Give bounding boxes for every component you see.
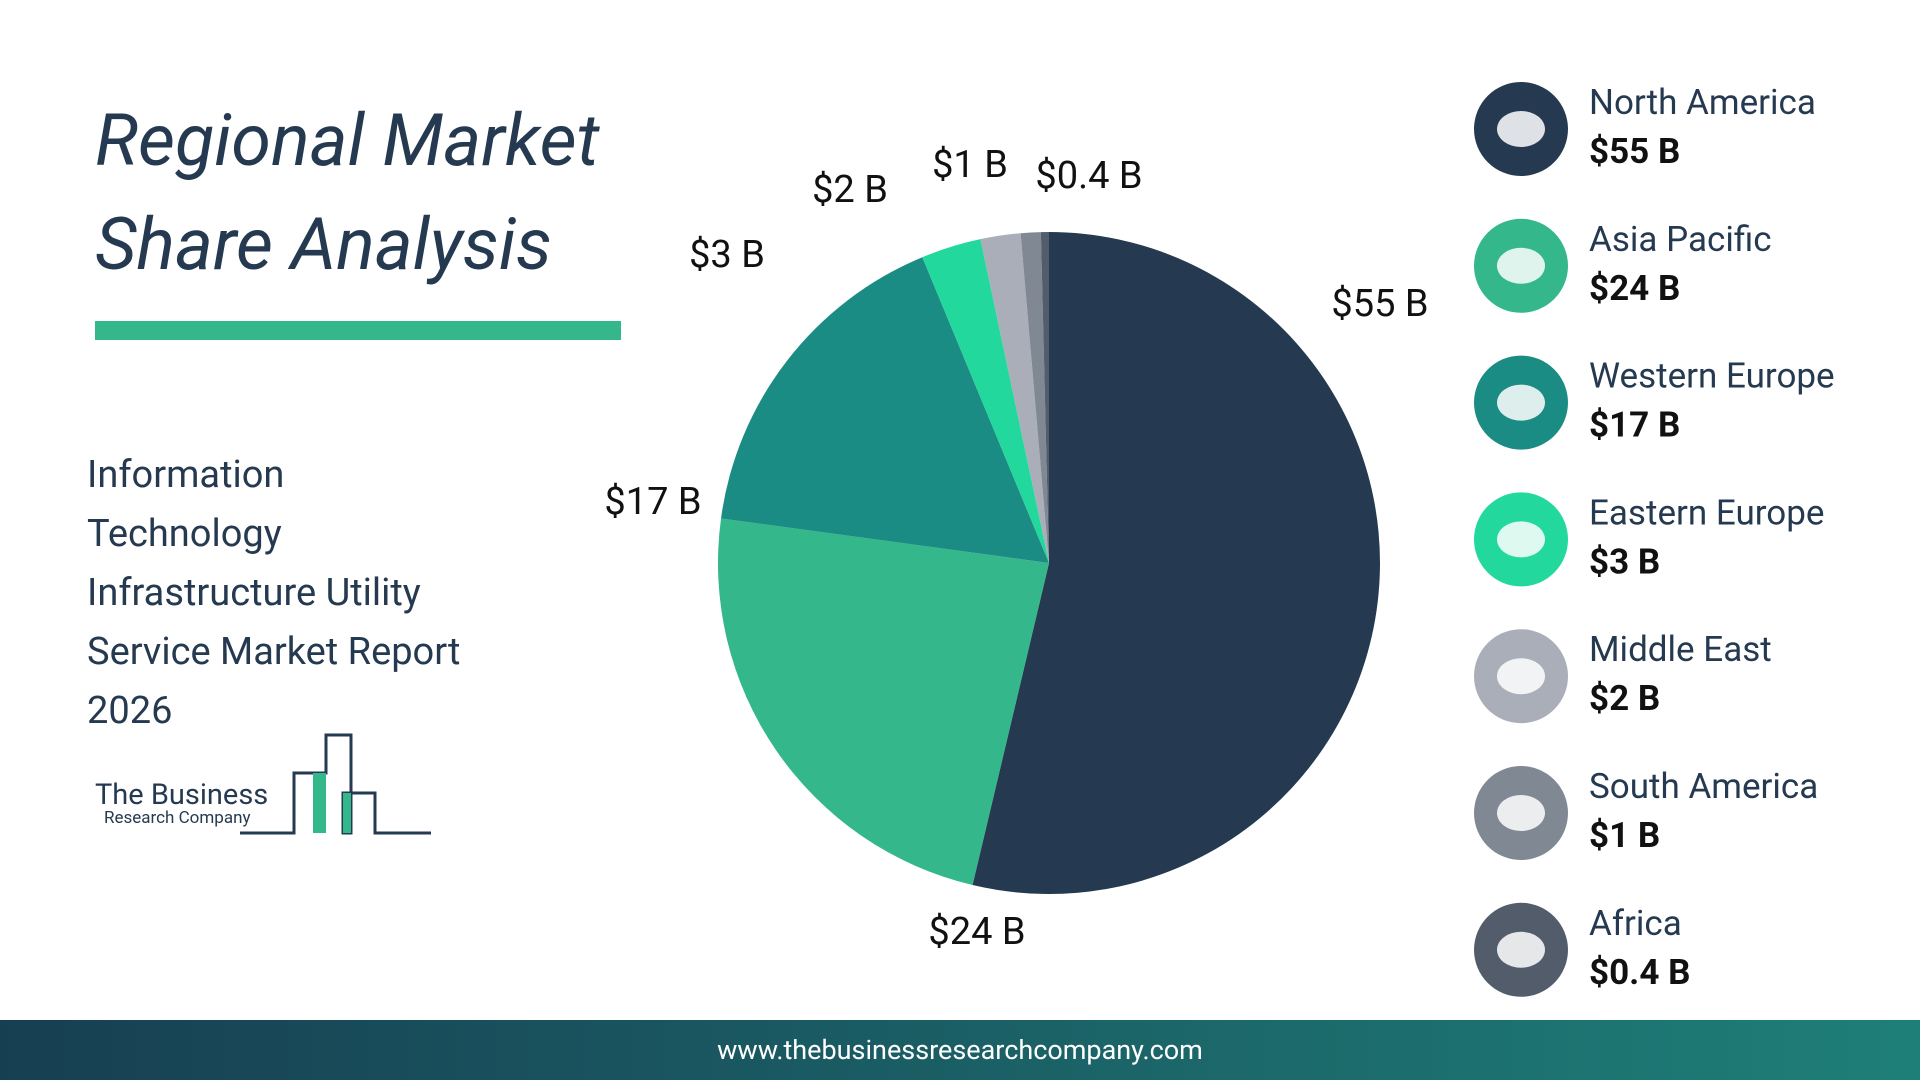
pie-label: $55 B [1331,282,1428,326]
pie-label: $24 B [928,910,1025,954]
legend-value: $3 B [1589,541,1660,582]
logo-name: The Business [95,778,268,812]
logo-bar [313,773,326,833]
subtitle: Information Technology Infrastructure Ut… [87,453,461,733]
legend-icon-map [1497,931,1545,968]
pie-slice [721,257,1049,563]
legend-icon-map [1497,795,1545,831]
pie-label: $3 B [689,233,765,277]
legend-icon-map [1497,658,1545,695]
legend-name: South America [1589,766,1818,807]
title: Regional Market Share Analysis [95,98,601,287]
pie-label: $17 B [604,480,701,524]
legend-name: Eastern Europe [1589,492,1824,533]
pie-slice [1040,232,1049,563]
pie-label: $2 B [812,168,888,212]
pie-label: $1 B [932,143,1008,187]
legend-name: Western Europe [1589,356,1835,397]
logo-bars [240,733,431,835]
legend-icon-map [1497,521,1545,558]
legend-icon-map [1497,111,1545,147]
legend-value: $24 B [1589,268,1680,309]
title-text: Share Analysis [95,202,552,287]
pie-label: $0.4 B [1035,154,1142,198]
title-text: Regional Market [95,98,601,183]
footer-bar [0,1020,1920,1080]
pie-slice [1020,232,1049,564]
logo: The Business Research Company [95,733,431,835]
logo-bar [343,793,351,833]
logo-tagline: Research Company [104,808,251,828]
legend-name: Africa [1589,903,1682,944]
footer-url: www.thebusinessresearchcompany.com [717,1034,1203,1066]
pie-slice [972,232,1380,894]
legend-name: North America [1589,82,1816,123]
legend-icon-map [1497,247,1545,284]
title-underline [95,321,621,340]
pie-slice [922,239,1049,564]
pie-slice [980,233,1049,563]
legend-icon-map [1497,384,1545,421]
legend-value: $1 B [1589,815,1660,856]
legend-value: $55 B [1589,131,1680,172]
legend-name: Middle East [1589,629,1772,670]
legend-name: Asia Pacific [1589,219,1772,260]
legend-value: $2 B [1589,678,1660,719]
pie-slice [718,518,1049,886]
legend-value: $0.4 B [1589,952,1690,993]
legend-value: $17 B [1589,405,1680,446]
